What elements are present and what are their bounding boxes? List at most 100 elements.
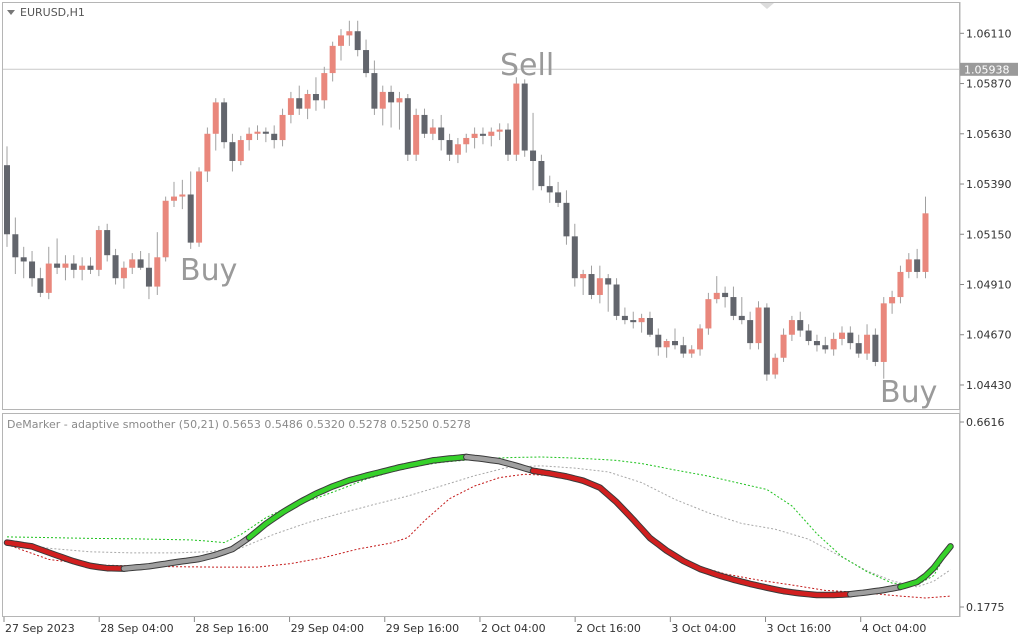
sell-annotation: Sell	[500, 48, 554, 83]
candle	[338, 29, 344, 61]
candle-body	[37, 278, 44, 293]
candle-body	[546, 186, 553, 193]
candle	[363, 39, 370, 78]
candle	[813, 334, 820, 352]
candle-body	[521, 83, 528, 151]
time-axis: 27 Sep 2023 28 Sep 04:00 28 Sep 16:00 29 Se…	[3, 617, 927, 635]
candle	[747, 311, 754, 350]
candle-body	[221, 102, 228, 143]
candle-body	[162, 200, 169, 258]
candle	[112, 248, 119, 285]
candle-body	[897, 271, 904, 298]
time-tick-label: 2 Oct 16:00	[576, 622, 641, 635]
candle	[772, 353, 779, 379]
candle-body	[471, 133, 478, 138]
indicator-panel-frame	[2, 413, 960, 617]
price-tick-label: 1.05870	[966, 78, 1012, 91]
candle	[697, 324, 704, 356]
buy-annotation-right: Buy	[880, 375, 937, 410]
candle-body	[763, 307, 770, 375]
candle	[655, 328, 662, 356]
candle-body	[638, 317, 645, 323]
price-axis: 1.06110 1.05870 1.05630 1.05390 1.05150 1.049…	[960, 27, 1012, 392]
candle-body	[496, 129, 503, 132]
candle-body	[788, 320, 795, 335]
symbol-label[interactable]: EURUSD,H1	[20, 6, 85, 19]
candle	[204, 127, 211, 182]
price-tick-label: 1.05630	[966, 128, 1012, 141]
price-tick-label: 1.04910	[966, 278, 1012, 291]
candle-body	[363, 50, 370, 74]
candle-body	[839, 332, 845, 339]
candle-body	[104, 230, 111, 256]
chart-shift-marker-icon[interactable]	[760, 3, 774, 9]
current-price-value: 1.05938	[964, 63, 1010, 76]
candle	[446, 133, 453, 161]
candle-body	[880, 303, 887, 362]
candle-body	[914, 259, 921, 272]
indicator-group	[3, 453, 954, 599]
candle	[20, 246, 27, 279]
indicator-axis: 0.6616 0.1775	[960, 416, 1005, 614]
candle-body	[588, 274, 595, 295]
candle	[104, 223, 111, 262]
candle-body	[755, 307, 762, 344]
candle	[471, 127, 478, 149]
candle-body	[438, 127, 445, 141]
dropdown-triangle-icon[interactable]	[7, 10, 15, 15]
candle-body	[563, 202, 570, 237]
candle	[479, 127, 486, 145]
time-tick-label: 28 Sep 16:00	[195, 622, 268, 635]
main-line-falling	[4, 540, 127, 571]
candle	[154, 232, 161, 295]
candle-body	[396, 98, 403, 103]
candle	[296, 85, 303, 115]
candle-body	[538, 160, 545, 187]
candle-body	[196, 171, 203, 243]
candle-body	[246, 133, 253, 141]
main-line-neutral	[464, 454, 536, 474]
candle-body	[338, 35, 344, 46]
candle	[822, 336, 829, 354]
candle-body	[62, 263, 69, 268]
candle-body	[822, 345, 829, 350]
candle-body	[555, 192, 562, 203]
time-tick-label: 4 Oct 04:00	[862, 622, 927, 635]
candle	[922, 196, 929, 279]
candle-body	[730, 297, 737, 316]
candle-body	[4, 165, 10, 235]
candle-body	[713, 292, 720, 300]
candle-body	[922, 213, 929, 272]
candle	[596, 265, 603, 304]
indicator-tick-label: 0.6616	[966, 416, 1005, 429]
candle	[805, 324, 812, 346]
candle-body	[722, 292, 729, 298]
candle-body	[672, 341, 678, 346]
candle-body	[171, 196, 177, 201]
candle-body	[889, 297, 896, 304]
candle	[780, 328, 787, 362]
candle	[95, 225, 102, 277]
candle	[580, 269, 587, 295]
candle	[864, 324, 871, 360]
candle-body	[304, 94, 311, 109]
candle-body	[864, 334, 871, 354]
candle-body	[830, 338, 837, 350]
candle	[396, 91, 403, 130]
candle	[438, 114, 445, 151]
candle	[738, 297, 745, 325]
candle	[855, 334, 862, 358]
candle-body	[87, 265, 94, 270]
candle	[287, 91, 294, 124]
candle	[388, 85, 395, 128]
candle-body	[463, 137, 470, 145]
candle-body	[112, 255, 119, 279]
candle	[371, 60, 378, 115]
candle-body	[346, 31, 353, 36]
current-price-tag: 1.05938	[960, 62, 1018, 76]
candle	[797, 311, 804, 337]
candle-body	[54, 263, 61, 268]
candle	[538, 154, 545, 191]
candle-body	[697, 328, 704, 350]
